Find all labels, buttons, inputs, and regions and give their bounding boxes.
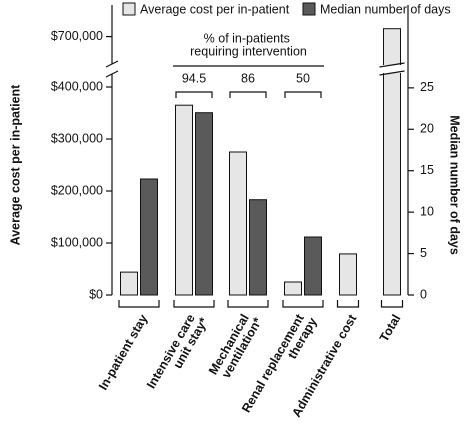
y-tick-label: $200,000 xyxy=(51,183,103,197)
bar xyxy=(229,151,247,296)
category-bracket xyxy=(336,300,360,308)
annotation-bracket xyxy=(284,91,322,98)
bar xyxy=(175,104,193,296)
y-tick-label: $700,000 xyxy=(51,29,103,43)
x-tick-label: In-patient stay xyxy=(96,312,151,392)
annotation-bracket xyxy=(229,91,267,98)
bar-break-line xyxy=(379,62,405,68)
y2-tick-label: 15 xyxy=(420,163,434,177)
legend-swatch xyxy=(302,2,316,16)
bar xyxy=(195,112,213,296)
category-bracket xyxy=(227,300,269,308)
category-bracket xyxy=(173,300,215,308)
y2-axis-title: Median number of days xyxy=(448,115,462,255)
y2-tick-label: 25 xyxy=(420,80,434,94)
bar xyxy=(249,199,267,296)
bar xyxy=(339,253,357,296)
y2-tick-label: 0 xyxy=(420,287,427,301)
annotation-value: 86 xyxy=(241,71,255,85)
bar xyxy=(284,281,302,296)
y-axis-title: Average cost per in-patient xyxy=(8,84,22,246)
y-tick-label: $0 xyxy=(89,287,103,301)
y2-tick-label: 10 xyxy=(420,204,434,218)
category-bracket xyxy=(380,300,404,308)
legend-label: Median number of days xyxy=(320,2,451,16)
bar xyxy=(304,236,322,296)
y-axis-break xyxy=(105,70,119,78)
annotation-bracket xyxy=(175,91,213,98)
legend-label: Average cost per in-patient xyxy=(140,2,290,16)
category-bracket xyxy=(282,300,324,308)
bar xyxy=(383,28,401,296)
annotation-value: 50 xyxy=(296,71,310,85)
annotation-title: % of in-patients requiring intervention xyxy=(190,32,307,59)
y2-tick-label: 20 xyxy=(420,122,434,136)
x-tick-label: Total xyxy=(377,312,404,344)
category-bracket xyxy=(118,300,160,308)
bar-break-line xyxy=(379,70,405,76)
x-tick-label: Intensive care unit stay* xyxy=(144,309,211,398)
y-tick-label: $300,000 xyxy=(51,131,103,145)
bar xyxy=(140,178,158,296)
y-axis-break xyxy=(105,60,119,68)
x-tick-label: Mechanical ventilation* xyxy=(206,309,265,384)
bar-break xyxy=(380,65,404,73)
y2-tick-label: 5 xyxy=(420,246,427,260)
bar xyxy=(120,271,138,296)
y-tick-label: $100,000 xyxy=(51,235,103,249)
y-tick-label: $400,000 xyxy=(51,79,103,93)
legend-swatch xyxy=(122,2,136,16)
annotation-value: 94.5 xyxy=(182,71,206,85)
